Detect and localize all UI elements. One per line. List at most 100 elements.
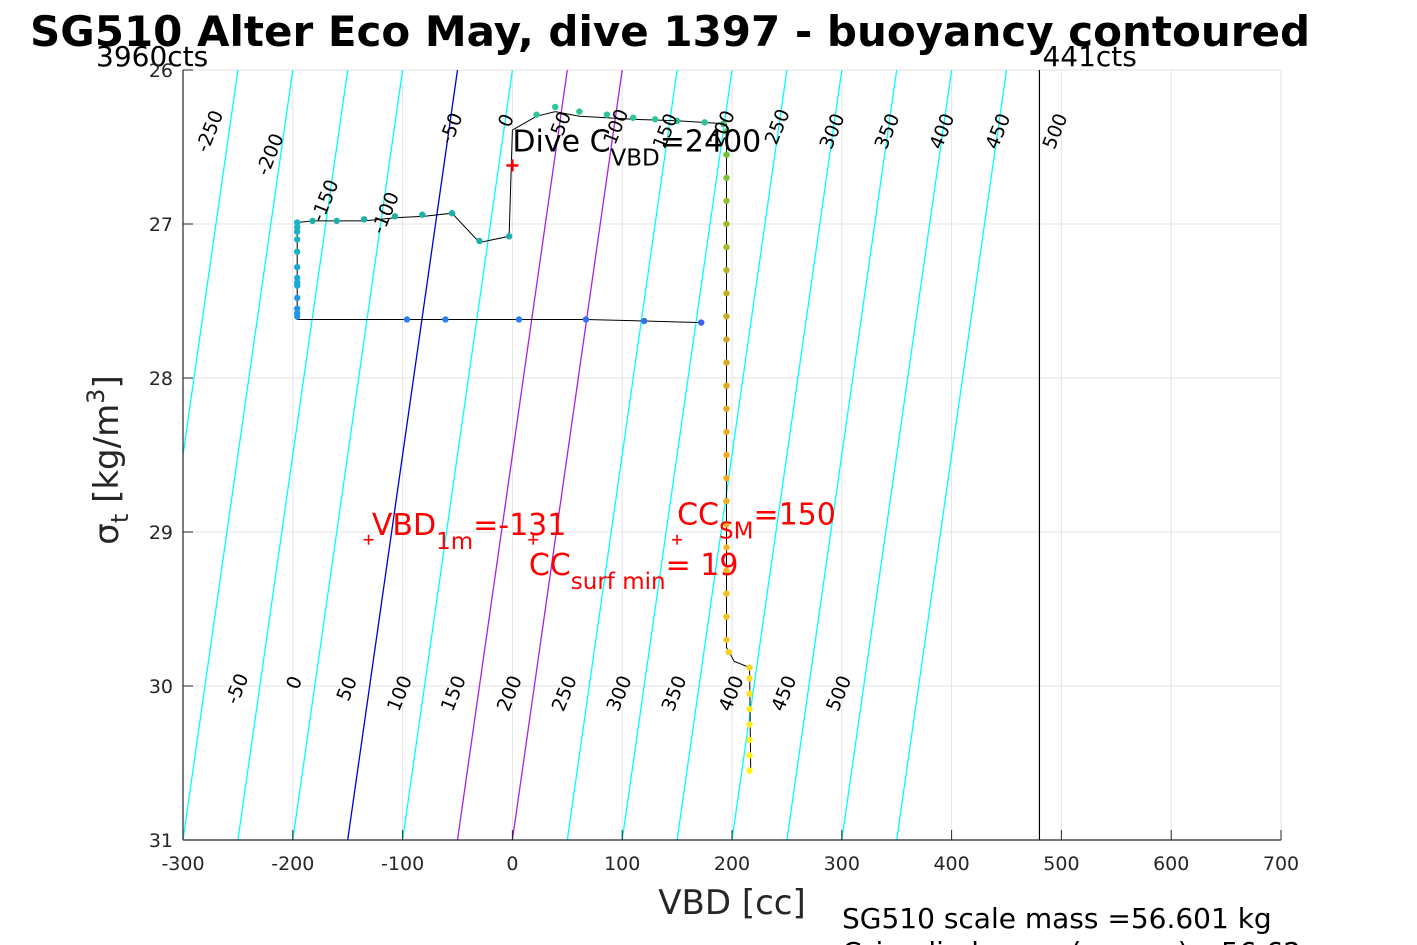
x-tick-label-2: -100 — [381, 853, 424, 875]
data-point-9 — [505, 233, 513, 240]
data-point-54 — [723, 544, 730, 551]
data-point-44 — [723, 313, 730, 320]
contour-line-50 — [401, 70, 514, 840]
data-point-10 — [476, 237, 483, 245]
vbd-limit-line: 3960cts 441cts — [96, 40, 1137, 840]
contour-line-150 — [511, 70, 623, 840]
data-point-62 — [746, 690, 753, 697]
profile-points — [293, 103, 753, 774]
contour-line-500 — [896, 70, 1008, 840]
data-point-67 — [746, 767, 753, 774]
chart-title: SG510 Alter Eco May, dive 1397 - buoyanc… — [30, 7, 1310, 56]
data-point-26 — [293, 294, 301, 302]
data-point-21 — [293, 248, 301, 255]
profile-segment-0 — [512, 111, 727, 131]
data-point-55 — [723, 567, 730, 574]
x-tick-label-8: 500 — [1043, 853, 1079, 875]
data-point-64 — [746, 721, 753, 728]
contour-line-neg50 — [292, 70, 404, 840]
y-tick-label-2: 28 — [149, 368, 173, 390]
data-point-63 — [746, 705, 753, 713]
annotation-ccsurf-main: CC — [529, 548, 571, 583]
data-point-15 — [333, 217, 340, 225]
data-point-52 — [723, 498, 730, 505]
data-point-4 — [629, 114, 637, 121]
count-label-1: 441cts — [1042, 40, 1136, 73]
data-point-48 — [723, 405, 730, 412]
annotation-ccsm-tail: =150 — [753, 497, 835, 532]
data-point-14 — [360, 216, 368, 223]
annotation-dive-sub: VBD — [611, 146, 660, 172]
data-point-47 — [723, 382, 730, 389]
contour-line-300 — [676, 70, 788, 840]
y-tick-label-5: 31 — [149, 830, 173, 852]
data-point-34 — [640, 317, 648, 325]
annotation-vbd1m-main: VBD — [372, 508, 436, 543]
y-tick-label-4: 30 — [149, 676, 173, 698]
data-point-56 — [723, 590, 730, 597]
data-point-45 — [723, 336, 730, 343]
data-point-20 — [293, 236, 301, 243]
profile-segment-2 — [726, 123, 752, 771]
x-tick-label-4: 100 — [604, 853, 640, 875]
contour-line-neg150 — [183, 70, 294, 840]
annotation-dive-tail: =2400 — [660, 125, 761, 160]
data-point-39 — [723, 197, 730, 205]
count-label-0: 3960cts — [96, 40, 208, 73]
data-point-25 — [293, 282, 301, 289]
data-point-3 — [603, 111, 611, 118]
contour-line-200 — [566, 70, 678, 840]
data-point-11 — [448, 210, 456, 217]
data-point-36 — [723, 128, 730, 135]
data-point-41 — [723, 243, 730, 251]
contour-line-250 — [621, 70, 733, 840]
data-point-43 — [723, 290, 730, 297]
data-point-30 — [403, 316, 411, 323]
y-label-sigma: σ — [87, 523, 127, 545]
data-point-65 — [746, 736, 753, 744]
data-point-61 — [746, 675, 753, 682]
data-point-59 — [725, 648, 732, 656]
data-point-42 — [723, 267, 730, 274]
data-point-37 — [723, 151, 730, 158]
x-tick-label-7: 400 — [933, 853, 969, 875]
annotation-ccsm-sub: SM — [719, 518, 753, 544]
y-tick-label-0: 26 — [149, 60, 173, 82]
data-point-8 — [720, 120, 727, 128]
data-point-33 — [582, 316, 590, 323]
data-point-46 — [723, 359, 730, 366]
annotation-vbd1m: VBD1m=-131 — [372, 508, 566, 555]
contour-line-0 — [347, 70, 459, 840]
x-tick-label-0: -300 — [161, 853, 204, 875]
annotation-ccsm: CCSM=150 — [677, 497, 836, 544]
data-point-38 — [723, 174, 730, 181]
data-point-29 — [293, 313, 301, 320]
data-point-40 — [723, 220, 730, 228]
annotation-vbd1m-tail: =-131 — [473, 508, 566, 543]
x-tick-label-6: 300 — [824, 853, 860, 875]
x-tick-label-5: 200 — [714, 853, 750, 875]
data-point-6 — [673, 117, 681, 125]
y-tick-label-1: 27 — [149, 214, 173, 236]
data-point-12 — [419, 211, 426, 218]
data-point-17 — [293, 219, 301, 226]
x-tick-label-1: -200 — [271, 853, 314, 875]
annotation-ccsurf-tail: = 19 — [666, 548, 739, 583]
data-point-57 — [723, 613, 730, 620]
x-tick-label-3: 0 — [506, 853, 518, 875]
x-tick-label-10: 700 — [1263, 853, 1299, 875]
annotation-vbd1m-sub: 1m — [436, 529, 473, 555]
footer-scale-mass: SG510 scale mass =56.601 kg — [842, 902, 1272, 935]
annotation-ccsurf: CCsurf min= 19 — [529, 548, 739, 595]
data-point-51 — [723, 474, 730, 482]
footer-implied-mass: C_implied mass (approx) =56.62 — [842, 936, 1301, 945]
data-point-60 — [746, 664, 753, 671]
profile-segment-1 — [297, 130, 513, 244]
data-point-50 — [723, 451, 730, 459]
annotation-ccsm-main: CC — [677, 497, 719, 532]
y-axis-label: σt [kg/m3] — [82, 375, 134, 544]
y-label-sub: t — [106, 514, 134, 523]
contour-line-450 — [841, 70, 953, 840]
data-point-49 — [723, 428, 730, 436]
